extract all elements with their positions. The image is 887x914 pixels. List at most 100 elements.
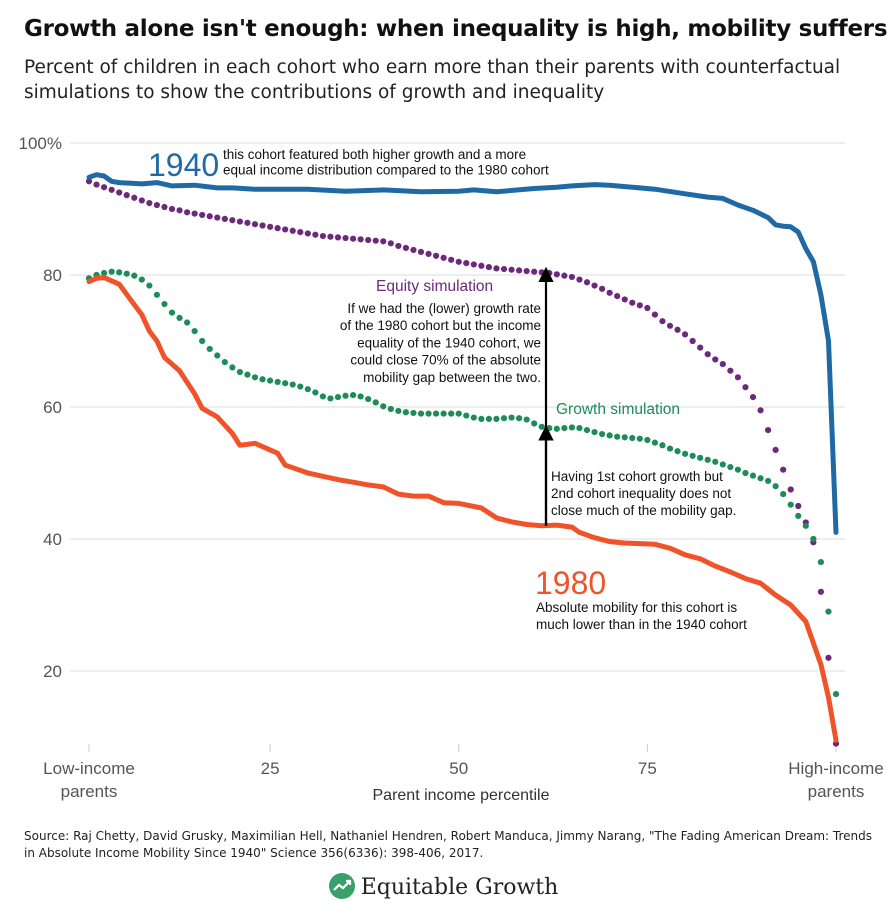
data-point: [236, 368, 244, 376]
data-point: [606, 432, 613, 439]
data-point: [704, 351, 711, 358]
annotation-label-1940: 1940: [148, 147, 219, 183]
data-point: [372, 237, 379, 244]
data-point: [606, 289, 613, 296]
data-point: [742, 469, 749, 477]
data-point: [432, 410, 440, 417]
data-point: [153, 201, 161, 209]
data-point: [591, 428, 598, 436]
data-point: [85, 178, 93, 185]
annotation-label-growth: Growth simulation: [556, 401, 680, 418]
data-point: [312, 231, 319, 238]
data-point: [168, 309, 176, 316]
data-point: [704, 456, 711, 463]
series-line-1980: [86, 275, 839, 743]
x-tick-label: High-income parents: [788, 759, 883, 801]
data-point: [485, 415, 493, 422]
data-point: [712, 458, 719, 465]
data-point: [357, 236, 364, 243]
data-point: [757, 407, 764, 414]
data-point: [614, 293, 621, 300]
data-point: [365, 395, 372, 403]
data-point: [440, 410, 447, 417]
data-point: [810, 535, 817, 543]
data-point: [553, 425, 560, 432]
y-tick-label: 40: [43, 530, 62, 549]
y-tick-label: 80: [43, 266, 62, 285]
data-point: [131, 272, 138, 279]
chart-subtitle: Percent of children in each cohort who e…: [24, 57, 841, 103]
data-point: [478, 262, 485, 269]
data-point: [493, 265, 500, 272]
publisher-logo: Equitable Growth: [0, 873, 887, 900]
x-axis-label: Parent income percentile: [373, 787, 550, 804]
annotation-note-1980: Absolute mobility for this cohort is much…: [536, 600, 747, 632]
data-point: [772, 446, 779, 453]
data-point: [644, 304, 651, 312]
data-point: [508, 414, 515, 421]
data-point: [817, 588, 825, 595]
data-point: [764, 427, 772, 434]
data-point: [161, 300, 168, 308]
source-note: Source: Raj Chetty, David Grusky, Maximi…: [24, 829, 872, 860]
data-point: [568, 424, 576, 431]
x-tick-label: 25: [261, 759, 280, 778]
data-point: [274, 225, 281, 232]
data-point: [712, 356, 719, 363]
data-point: [772, 483, 779, 490]
data-point: [334, 394, 342, 401]
data-point: [138, 276, 145, 283]
axis-tick-labels: 100% 80 60 40 20 Low-income parents 25 50 75 High-…: [19, 134, 884, 804]
data-point: [319, 393, 327, 400]
data-point: [787, 486, 794, 493]
data-point: [365, 236, 372, 244]
annotation-label-1980: 1980: [535, 565, 606, 601]
data-point: [500, 265, 508, 273]
data-point: [251, 221, 259, 228]
data-point: [470, 414, 477, 421]
data-point: [266, 223, 274, 230]
data-point: [410, 246, 417, 254]
data-point: [342, 392, 349, 399]
data-point: [629, 434, 636, 442]
data-point: [244, 219, 251, 226]
data-point: [319, 232, 327, 240]
data-point: [395, 407, 402, 415]
data-point: [425, 250, 432, 257]
data-point: [221, 359, 228, 366]
data-point: [274, 378, 281, 386]
data-point: [463, 260, 470, 267]
data-point: [591, 282, 598, 289]
data-point: [402, 244, 410, 252]
data-point: [546, 269, 553, 277]
data-point: [697, 454, 704, 461]
data-point: [191, 328, 198, 335]
data-point: [425, 410, 432, 417]
x-tick-label: Low-income parents: [43, 759, 135, 801]
data-point: [229, 217, 236, 224]
data-point: [282, 380, 289, 387]
data-point: [734, 466, 742, 473]
data-point: [802, 522, 809, 529]
data-point: [448, 410, 455, 417]
data-point: [251, 374, 259, 381]
data-point: [229, 364, 236, 371]
data-point: [289, 381, 296, 388]
data-point: [651, 439, 659, 446]
data-point: [742, 384, 749, 391]
data-point: [138, 197, 145, 204]
annotation-label-equity: Equity simulation: [376, 278, 493, 295]
data-point: [508, 266, 515, 273]
data-point: [214, 214, 221, 221]
data-point: [531, 268, 538, 275]
data-point: [455, 258, 462, 265]
annotations: 1940 this cohort featured both higher gro…: [148, 147, 747, 632]
data-point: [161, 203, 168, 211]
data-point: [795, 512, 802, 520]
data-point: [349, 392, 357, 399]
data-point: [553, 271, 560, 278]
data-point: [236, 218, 244, 225]
data-point: [515, 267, 523, 274]
data-point: [531, 420, 538, 427]
data-point: [478, 415, 485, 422]
